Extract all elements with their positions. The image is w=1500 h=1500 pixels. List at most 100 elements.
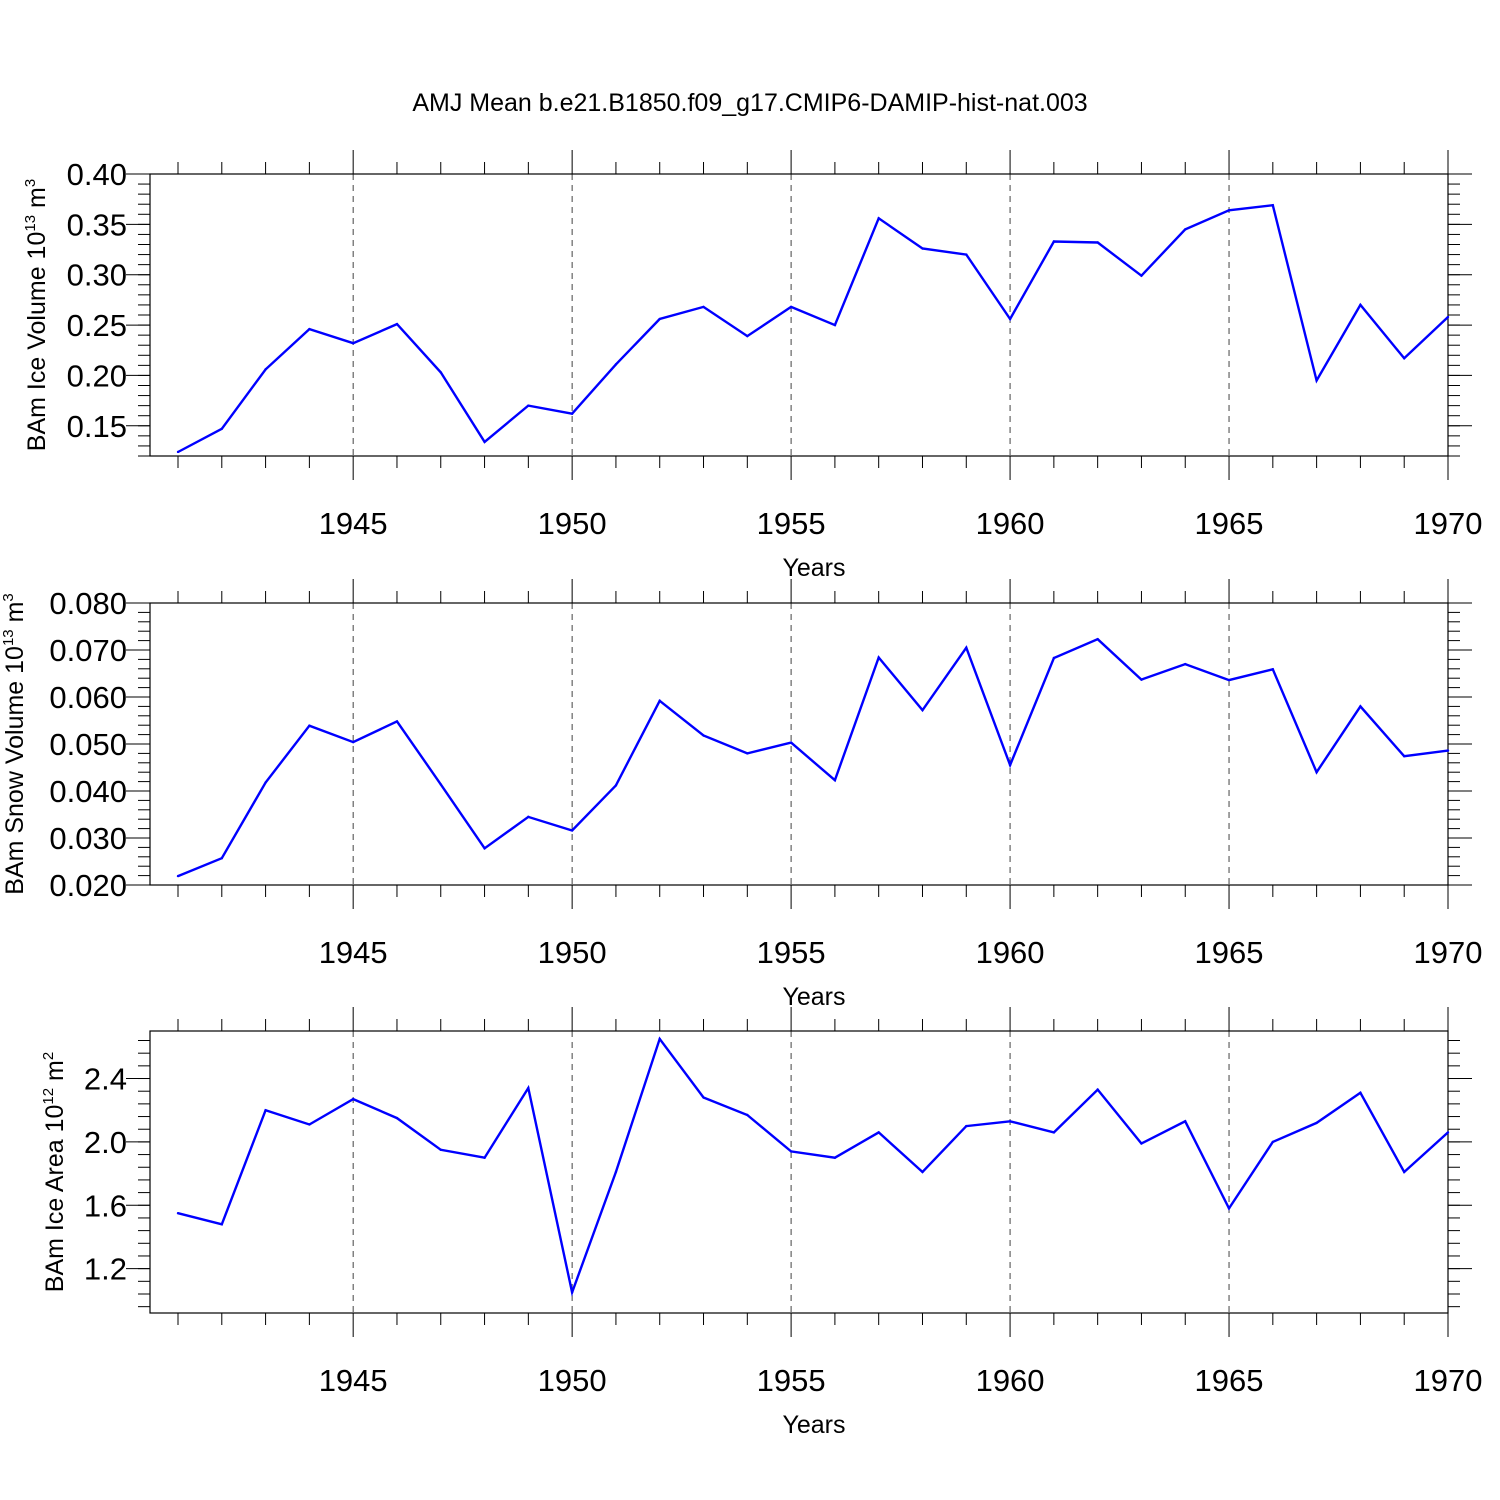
data-point [220,857,223,860]
data-point [1315,379,1318,382]
x-tick-label: 1950 [538,506,607,541]
x-tick-label: 1960 [976,1363,1045,1398]
data-point [1184,1120,1187,1123]
y-tick-label: 0.35 [67,207,127,242]
panel-2: 0.020 0.030 0.040 0.050 0.060 0.070 0.080 1945 1… [0,579,1482,1011]
series-line-1 [177,1036,1449,1297]
chart-panels: 0.15 0.20 0.25 0.30 0.35 0.40 1945 1950 1955 1960… [0,150,1482,1439]
y-tick-label: 0.040 [49,774,127,809]
data-point [439,783,442,786]
y-tick-label: 2.4 [84,1062,127,1097]
data-point [176,874,180,878]
data-point [921,708,924,712]
data-point [1096,1088,1099,1091]
data-point [395,322,399,326]
data-point [833,323,837,327]
y-axis-title-ylabel-unit-sup: 2 [40,1052,57,1060]
data-point [1227,1207,1231,1210]
y-tick-label: 0.20 [67,358,127,393]
x-tick-label: 1955 [757,1363,826,1398]
data-point [308,1123,311,1126]
data-point [1008,1120,1012,1123]
y-tick-label: 0.080 [49,586,127,621]
y-axis-title: BAm Snow Volume 1013 m3 [0,593,29,895]
data-point [877,217,880,220]
data-point [1403,1170,1406,1174]
y-tick-label: 0.25 [67,308,127,343]
data-point [570,1291,574,1294]
data-point [1271,668,1275,671]
data-point [658,1037,661,1041]
x-tick-label: 1945 [319,935,388,970]
data-point [1446,315,1450,319]
data-point [308,327,311,331]
x-tick-label: 1945 [319,1363,388,1398]
data-point [527,404,530,407]
y-axis-title-ylabel-main: BAm Ice Volume 10 [23,232,51,452]
y-axis-title-ylabel-unit: m [23,187,51,215]
data-point [1052,240,1056,243]
y-tick-label: 0.070 [49,633,127,668]
data-point [1315,1121,1318,1125]
y-tick-label: 0.060 [49,680,127,715]
y-tick-label: 0.050 [49,727,127,762]
data-point [351,342,355,345]
x-axis-title: Years [782,554,845,582]
data-point [746,1113,749,1117]
data-point [1446,1131,1450,1134]
x-axis-title: Years [782,983,845,1011]
data-point [1184,662,1187,666]
data-point [614,784,618,787]
y-axis-title-ylabel-unit-sup: 3 [0,593,17,601]
y-tick-label: 0.30 [67,258,127,293]
data-point [264,368,267,371]
data-point [833,778,837,782]
data-point [439,1148,442,1152]
data-point [1359,1091,1362,1094]
y-tick-label: 0.020 [49,868,127,903]
y-axis-title-ylabel-sup: 13 [0,629,17,646]
data-point [1184,228,1187,231]
series-line-1 [177,203,1449,454]
data-point [658,699,661,702]
data-point [1140,274,1143,277]
data-point [1271,204,1275,207]
data-point [351,1097,355,1101]
data-point [395,1116,399,1120]
x-tick-label: 1970 [1414,506,1483,541]
data-point [483,847,486,850]
data-point [264,1109,267,1112]
x-tick-label: 1955 [757,935,826,970]
data-point [702,305,705,309]
data-point [614,363,618,366]
data-point [658,317,661,321]
data-point [877,1131,880,1134]
x-tick-label: 1960 [976,506,1045,541]
data-point [1446,749,1450,752]
y-axis-title-ylabel-sup: 13 [22,215,39,232]
data-point [921,247,924,250]
plot-frame [149,173,1449,457]
data-point [1140,1142,1143,1145]
y-axis-title-ylabel-unit-sup: 3 [22,179,39,187]
x-tick-label: 1950 [538,1363,607,1398]
data-point [220,427,223,431]
data-point [395,720,399,723]
data-point [1140,678,1143,681]
x-tick-label: 1965 [1195,935,1264,970]
data-point [220,1223,223,1226]
y-axis-title: BAm Ice Area 1012 m2 [40,1052,69,1292]
data-point [1052,656,1056,660]
x-tick-label: 1945 [319,506,388,541]
y-axis-title-ylabel-unit: m [1,602,29,630]
y-tick-label: 1.2 [84,1252,127,1287]
data-point [1096,241,1099,244]
x-tick-label: 1960 [976,935,1045,970]
data-point [439,371,442,374]
data-point [351,740,355,744]
data-point [1271,1140,1275,1144]
data-point [176,1211,180,1215]
plot-frame [149,1030,1449,1314]
data-point [264,781,267,784]
